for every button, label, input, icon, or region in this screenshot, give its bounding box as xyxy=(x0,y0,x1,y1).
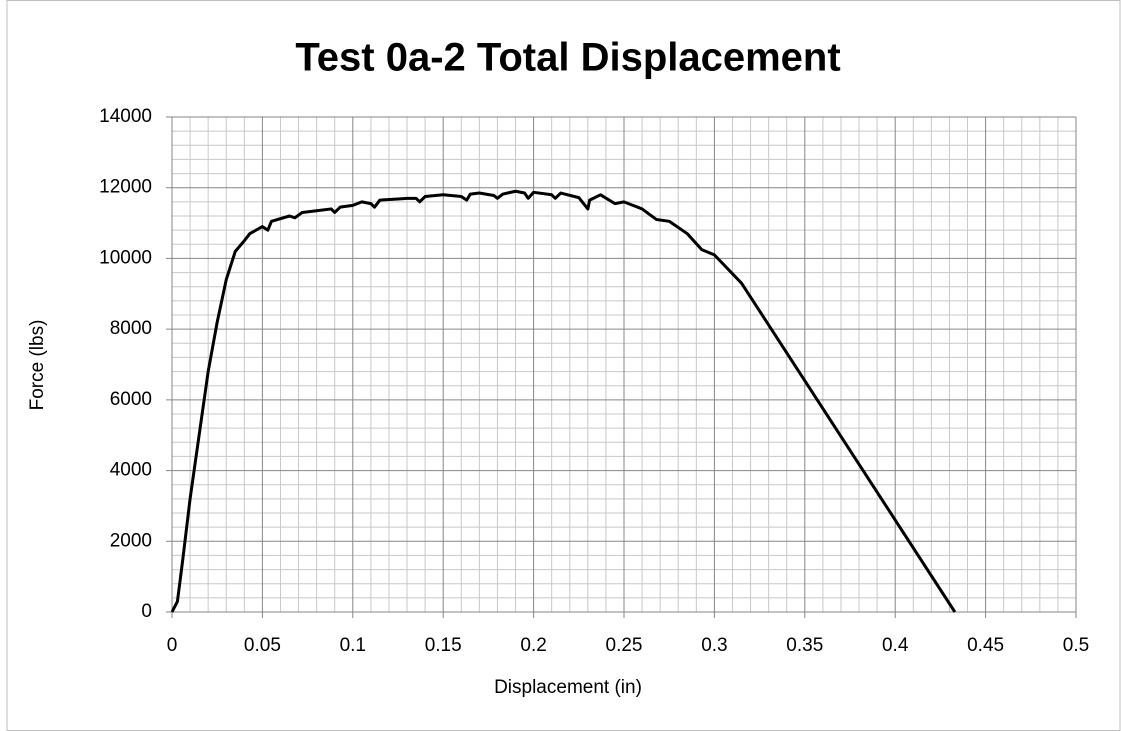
x-tick-label: 0.4 xyxy=(882,635,909,656)
y-tick-label: 6000 xyxy=(110,389,152,410)
x-tick-label: 0.05 xyxy=(244,635,281,656)
chart-frame xyxy=(6,0,1121,731)
x-axis-title: Displacement (in) xyxy=(494,677,642,698)
x-tick-label: 0.2 xyxy=(520,635,546,656)
y-tick-label: 4000 xyxy=(110,460,152,481)
x-tick-label: 0.5 xyxy=(1063,635,1089,656)
grid xyxy=(171,116,1077,613)
x-tick-label: 0 xyxy=(167,635,178,656)
x-tick-label: 0.35 xyxy=(786,635,823,656)
y-tick-label: 8000 xyxy=(110,318,152,339)
x-tick-label: 0.45 xyxy=(967,635,1004,656)
y-tick-label: 10000 xyxy=(99,247,152,268)
y-tick-label: 0 xyxy=(141,601,152,622)
y-tick-label: 2000 xyxy=(110,530,152,551)
x-tick-label: 0.25 xyxy=(606,635,643,656)
chart-title: Test 0a-2 Total Displacement xyxy=(295,36,840,80)
y-tick-label: 14000 xyxy=(99,106,152,127)
y-axis-title: Force (lbs) xyxy=(27,320,48,411)
x-tick-label: 0.3 xyxy=(701,635,727,656)
x-tick-label: 0.1 xyxy=(340,635,366,656)
data-line xyxy=(170,189,957,613)
x-tick-label: 0.15 xyxy=(425,635,462,656)
y-tick-label: 12000 xyxy=(99,177,152,198)
